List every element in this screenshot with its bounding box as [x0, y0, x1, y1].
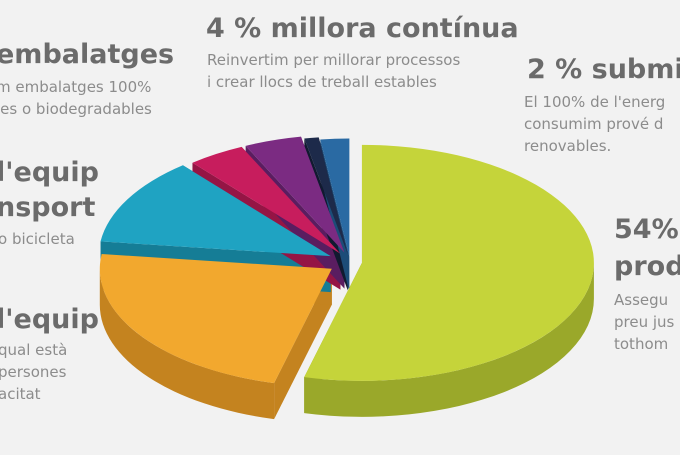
label-embalatges-desc-2: les o biodegradables — [0, 100, 152, 118]
pie-slice-4 — [245, 136, 345, 253]
label-producte-desc-1: Assegu — [614, 291, 669, 309]
label-energia-title: 2 % submi — [527, 54, 680, 85]
label-capacitat-title: l'equip — [0, 304, 99, 335]
label-millora-title: 4 % millora contínua — [206, 13, 519, 44]
label-capacitat-desc-1: qual està — [0, 341, 68, 359]
label-millora-desc-2: i crear llocs de treball estables — [207, 73, 437, 91]
label-transport-title-1: l'equip — [0, 157, 99, 188]
pie-slice-3 — [192, 146, 341, 254]
label-energia-desc-1: El 100% de l'energ — [524, 93, 666, 111]
pie-slice-side-1 — [99, 268, 275, 420]
label-transport-desc-1: o bicicleta — [0, 230, 75, 248]
pie-slice-5 — [304, 137, 348, 255]
pie-slice-side-0 — [304, 262, 594, 417]
label-producte-title-1: 54% — [614, 214, 679, 245]
label-embalatges-title: embalatges — [0, 39, 175, 70]
label-producte-title-2: prod — [614, 251, 680, 282]
label-capacitat-desc-3: acitat — [0, 385, 41, 403]
label-producte-desc-3: tothom — [614, 335, 669, 353]
pie-slice-6 — [320, 138, 350, 257]
pie-slice-0 — [304, 144, 594, 381]
pie-slice-1 — [99, 254, 332, 384]
label-capacitat-desc-2: persones — [0, 363, 67, 381]
label-producte-desc-2: preu jus — [614, 313, 675, 331]
pie-slice-2 — [100, 165, 331, 257]
label-energia-desc-3: renovables. — [524, 137, 612, 155]
label-energia-desc-2: consumim prové d — [524, 115, 664, 133]
label-embalatges-desc-1: m embalatges 100% — [0, 78, 152, 96]
label-transport-title-2: nsport — [0, 192, 96, 223]
pie-slice-cut-1-0 — [274, 268, 332, 420]
label-millora-desc-1: Reinvertim per millorar processos — [207, 51, 461, 69]
